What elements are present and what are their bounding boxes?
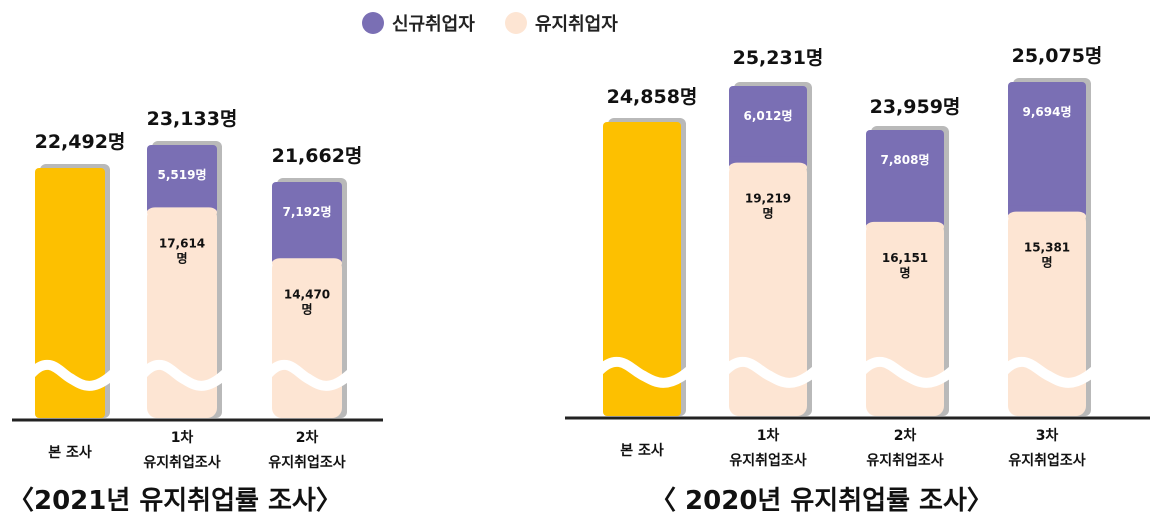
chart-title-2020: 〈 2020년 유지취업률 조사〉 <box>650 486 993 516</box>
category-sub-label-0-2: 유지취업조사 <box>268 455 345 471</box>
category-label-1-3: 3차 <box>1036 428 1059 444</box>
label-kept-1-2: 16,151 <box>882 251 928 265</box>
category-label-0-0: 본 조사 <box>48 445 92 461</box>
total-label-0-1: 23,133명 <box>147 108 238 130</box>
label-kept-1-1: 19,219 <box>745 192 791 206</box>
axis-break-1-3 <box>999 356 1099 388</box>
bar-new-join-1-3 <box>1008 205 1086 214</box>
total-label-0-0: 22,492명 <box>35 131 126 153</box>
axis-break-0-1 <box>138 359 230 391</box>
chart-title-2021: 〈2021년 유지취업률 조사〉 <box>8 486 342 516</box>
category-sub-label-1-3: 유지취업조사 <box>1008 453 1085 469</box>
label-new-0-1: 5,519명 <box>158 168 207 182</box>
label-kept-0-1: 17,614 <box>159 236 205 250</box>
category-sub-label-0-1: 유지취업조사 <box>143 455 220 471</box>
label-kept-0-2: 14,470 <box>284 287 330 301</box>
axis-break-1-1 <box>720 356 820 388</box>
label-kept-unit-0-1: 명 <box>176 251 187 265</box>
category-label-0-2: 2차 <box>296 430 319 446</box>
legend-new-swatch <box>362 12 384 34</box>
bar-kept-cap-0-2 <box>272 258 342 269</box>
legend-kept: 유지취업자 <box>505 10 618 36</box>
bar-base-1-0 <box>603 122 681 416</box>
bar-new-1-2 <box>866 130 944 228</box>
axis-break-1-2 <box>857 356 957 388</box>
category-sub-label-1-2: 유지취업조사 <box>866 453 943 469</box>
legend-new: 신규취업자 <box>362 10 475 36</box>
legend-new-label: 신규취업자 <box>392 14 475 35</box>
bar-kept-0-2 <box>272 258 342 418</box>
bar-base-0-0 <box>35 168 105 418</box>
bar-kept-cap-0-1 <box>147 207 217 218</box>
total-label-1-2: 23,959명 <box>870 96 961 118</box>
bar-new-1-3 <box>1008 82 1086 218</box>
bar-new-join-0-1 <box>147 201 217 210</box>
total-label-1-1: 25,231명 <box>733 47 824 69</box>
bar-new-0-1 <box>147 145 217 214</box>
legend-kept-label: 유지취업자 <box>535 14 618 35</box>
total-label-1-0: 24,858명 <box>607 86 698 108</box>
bar-new-1-1 <box>729 86 807 169</box>
label-new-1-1: 6,012명 <box>744 109 793 123</box>
bar-new-join-1-1 <box>729 156 807 165</box>
total-label-0-2: 21,662명 <box>272 145 363 167</box>
bar-kept-cap-1-2 <box>866 221 944 232</box>
bar-new-0-2 <box>272 182 342 265</box>
category-label-1-1: 1차 <box>757 428 780 444</box>
label-new-1-3: 9,694명 <box>1023 105 1072 119</box>
label-kept-unit-0-2: 명 <box>301 302 312 316</box>
axis-break-1-0 <box>594 356 694 388</box>
bar-new-join-0-2 <box>272 252 342 261</box>
label-new-0-2: 7,192명 <box>283 205 332 219</box>
label-new-1-2: 7,808명 <box>881 153 930 167</box>
label-kept-unit-1-3: 명 <box>1041 256 1052 270</box>
bar-kept-cap-1-1 <box>729 162 807 173</box>
axis-break-0-2 <box>263 359 355 391</box>
category-label-0-1: 1차 <box>171 430 194 446</box>
label-kept-unit-1-2: 명 <box>899 266 910 280</box>
bar-new-join-1-2 <box>866 215 944 224</box>
label-kept-1-3: 15,381 <box>1024 241 1070 255</box>
category-sub-label-1-1: 유지취업조사 <box>729 453 806 469</box>
bar-kept-1-1 <box>729 162 807 416</box>
axis-break-0-0 <box>26 359 118 391</box>
category-label-1-0: 본 조사 <box>620 443 664 459</box>
bar-kept-cap-1-3 <box>1008 211 1086 222</box>
total-label-1-3: 25,075명 <box>1012 45 1103 67</box>
legend-kept-swatch <box>505 12 527 34</box>
category-label-1-2: 2차 <box>894 428 917 444</box>
label-kept-unit-1-1: 명 <box>762 207 773 221</box>
